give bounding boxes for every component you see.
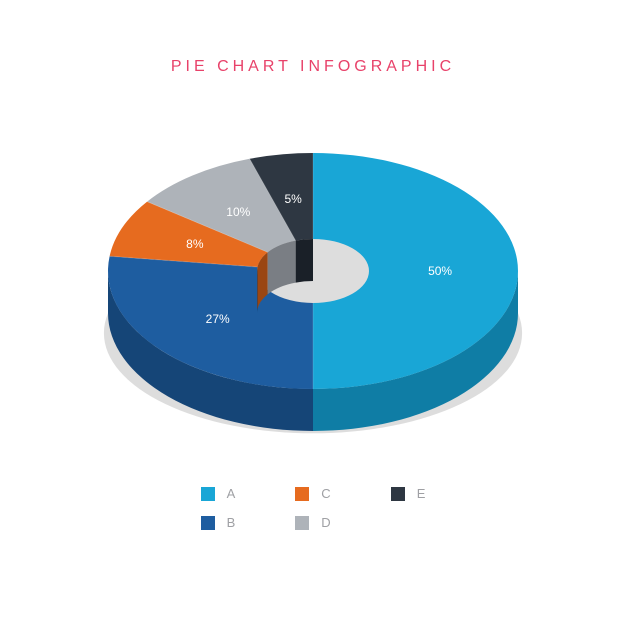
legend-item-C: C [295,486,330,501]
legend-item-D: D [295,515,330,530]
donut-chart: 50% 27% 8% 10% 5% [0,86,626,466]
slice-label-B: 27% [206,312,230,326]
legend-swatch [295,487,309,501]
legend-item-B: B [201,515,236,530]
legend-swatch [391,487,405,501]
legend-label: D [321,515,330,530]
legend-item-E: E [391,486,426,501]
legend-label: E [417,486,426,501]
chart-title: PIE CHART INFOGRAPHIC [0,58,626,76]
legend-swatch [201,516,215,530]
slice-label-E: 5% [284,192,301,206]
legend-swatch [295,516,309,530]
slice-inner-E [296,239,313,283]
legend: AB CD E [0,486,626,530]
slice-label-A: 50% [428,264,452,278]
slice-label-D: 10% [226,205,250,219]
legend-label: B [227,515,236,530]
legend-item-A: A [201,486,236,501]
legend-label: C [321,486,330,501]
slice-label-C: 8% [186,237,203,251]
legend-swatch [201,487,215,501]
legend-label: A [227,486,236,501]
